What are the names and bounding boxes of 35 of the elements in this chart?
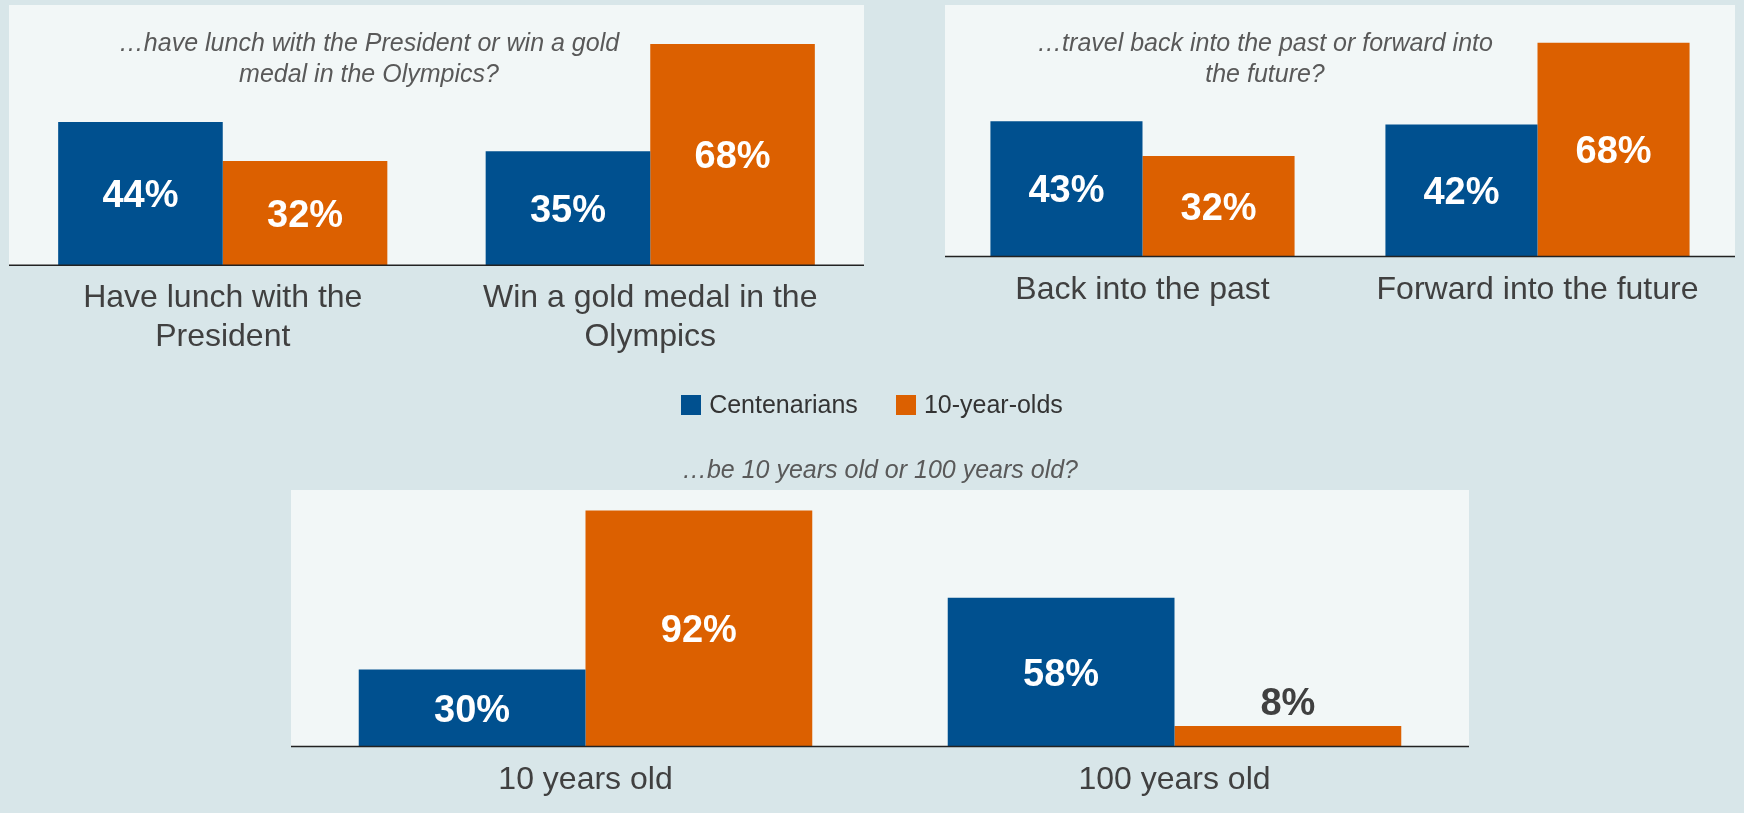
x-tick-label: Back into the past bbox=[1015, 269, 1270, 306]
x-tick-label: Win a gold medal in the Olympics bbox=[483, 278, 818, 353]
bar bbox=[1142, 155, 1295, 257]
data-label: 42% bbox=[1423, 170, 1500, 213]
bar bbox=[650, 44, 815, 266]
chart-title: …be 10 years old or 100 years old? bbox=[680, 454, 1080, 485]
data-label: 44% bbox=[102, 173, 179, 216]
data-label: 8% bbox=[1260, 680, 1316, 723]
legend-label: Centenarians bbox=[709, 390, 858, 418]
chart-title: …travel back into the past or forward into the future? bbox=[1036, 27, 1494, 89]
data-label: 32% bbox=[267, 192, 344, 235]
x-tick-label: 10 years old bbox=[498, 759, 673, 796]
bar bbox=[990, 121, 1143, 257]
data-label: 68% bbox=[694, 134, 771, 177]
bar bbox=[585, 510, 813, 747]
x-tick-label: Have lunch with the President bbox=[83, 278, 363, 353]
bar bbox=[58, 122, 223, 266]
data-label: 58% bbox=[1023, 651, 1100, 694]
bar bbox=[358, 669, 586, 747]
bar bbox=[485, 151, 651, 266]
data-label: 35% bbox=[529, 187, 606, 230]
bar bbox=[222, 161, 388, 266]
data-label: 92% bbox=[660, 608, 737, 651]
bar bbox=[1385, 124, 1538, 257]
x-tick-label: Forward into the future bbox=[1376, 269, 1699, 306]
data-label: 30% bbox=[434, 687, 511, 730]
legend-label: 10-year-olds bbox=[923, 390, 1063, 418]
data-label: 43% bbox=[1028, 168, 1105, 211]
data-label: 32% bbox=[1180, 185, 1257, 228]
bar bbox=[1174, 726, 1402, 747]
x-tick-label: 100 years old bbox=[1078, 759, 1271, 796]
bar bbox=[947, 597, 1175, 747]
data-label: 68% bbox=[1575, 129, 1652, 172]
bar bbox=[1537, 42, 1690, 257]
chart-title: …have lunch with the President or win a gold medal in the Olympics? bbox=[117, 27, 621, 89]
